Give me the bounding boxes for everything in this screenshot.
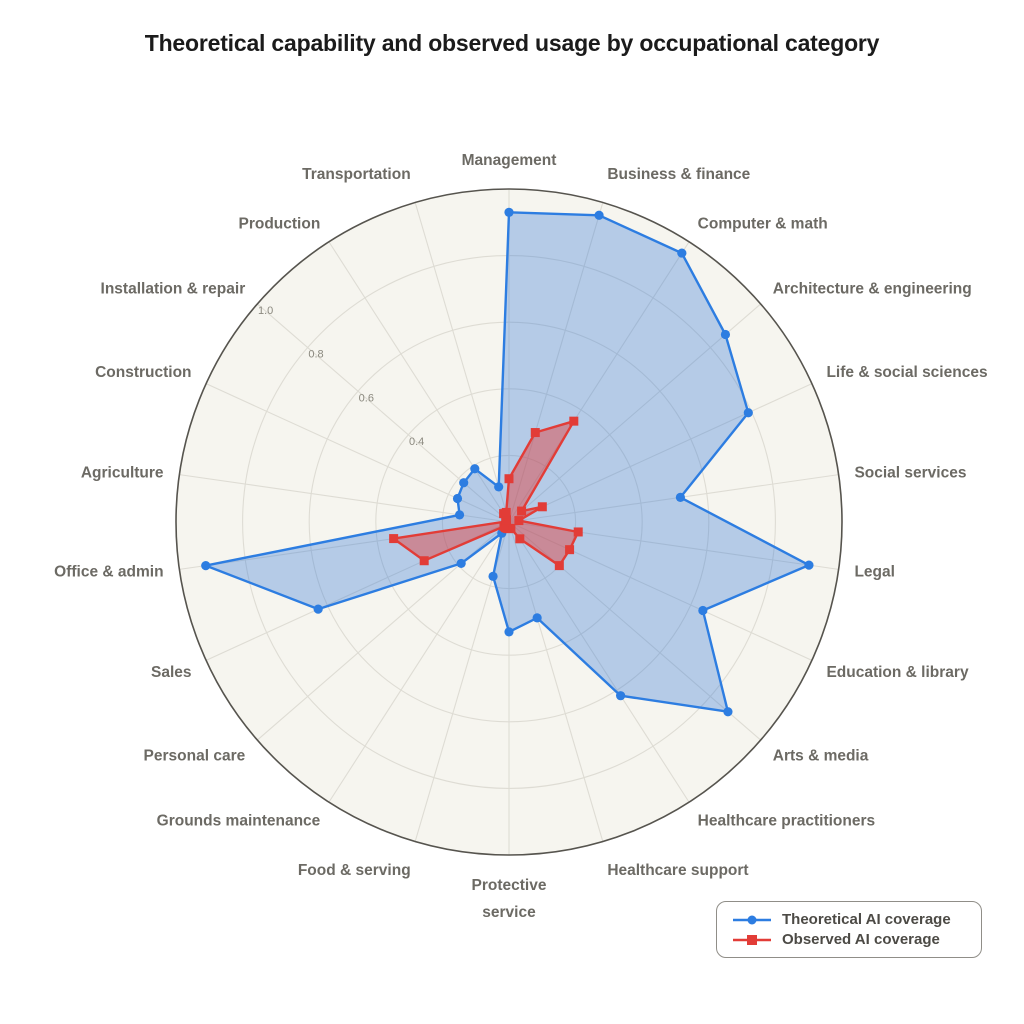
legend-label-observed: Observed AI coverage: [782, 931, 940, 948]
category-label-business-finance: Business & finance: [607, 166, 750, 183]
series-observed-polygon[interactable]: [389, 416, 583, 571]
category-label-sales: Sales: [151, 664, 192, 681]
radial-tick-0.4: 0.4: [409, 436, 424, 448]
series-observed-marker[interactable]: [554, 561, 564, 571]
series-observed-marker[interactable]: [499, 521, 509, 531]
legend-marker-square-icon: [733, 934, 771, 945]
series-theoretical-marker[interactable]: [454, 510, 465, 520]
series-observed-marker[interactable]: [565, 545, 575, 555]
series-theoretical-marker[interactable]: [677, 248, 687, 258]
category-label-legal: Legal: [854, 564, 894, 581]
series-theoretical-marker[interactable]: [201, 560, 211, 571]
series-observed-marker[interactable]: [530, 428, 540, 438]
category-label-computer-math: Computer & math: [698, 215, 828, 232]
series-theoretical-marker[interactable]: [698, 605, 708, 616]
series-observed-marker[interactable]: [514, 516, 524, 526]
series-theoretical-marker[interactable]: [452, 493, 463, 504]
legend-marker-circle-icon: [733, 915, 771, 924]
category-label-personal-care: Personal care: [144, 748, 246, 765]
category-label-life-social-sciences: Life & social sciences: [826, 364, 987, 381]
category-label-production: Production: [239, 215, 321, 232]
series-theoretical-marker[interactable]: [616, 691, 626, 701]
category-label-protective-service: Protective service: [472, 877, 547, 921]
category-label-healthcare-practitioners: Healthcare practitioners: [698, 813, 875, 830]
series-theoretical-marker[interactable]: [504, 627, 514, 637]
legend: Theoretical AI coverage Observed AI cove…: [716, 901, 982, 958]
series-observed-marker[interactable]: [517, 506, 527, 516]
series-observed-marker[interactable]: [501, 507, 511, 517]
category-label-agriculture: Agriculture: [81, 464, 164, 481]
series-observed-marker[interactable]: [515, 534, 525, 544]
series-theoretical-marker[interactable]: [720, 329, 731, 340]
series-observed-marker[interactable]: [504, 474, 514, 484]
category-label-healthcare-support: Healthcare support: [607, 862, 748, 879]
category-label-architecture-engineering: Architecture & engineering: [773, 280, 972, 297]
axis-spokes: [179, 189, 839, 855]
series-observed-marker[interactable]: [573, 527, 583, 537]
polar-outline: [175, 188, 843, 856]
series-theoretical-marker[interactable]: [459, 478, 469, 488]
series-theoretical-marker[interactable]: [470, 464, 480, 474]
category-label-office-admin: Office & admin: [54, 564, 163, 581]
series-theoretical-marker[interactable]: [723, 707, 733, 717]
series-theoretical-marker[interactable]: [313, 604, 323, 614]
category-label-education-library: Education & library: [826, 664, 968, 681]
series-theoretical-polygon[interactable]: [201, 207, 814, 717]
category-label-social-services: Social services: [854, 464, 966, 481]
series-observed-marker[interactable]: [389, 534, 399, 544]
category-label-arts-media: Arts & media: [773, 748, 869, 765]
series-theoretical-marker[interactable]: [456, 558, 466, 569]
category-labels: Management Business & finance Computer & m…: [54, 152, 987, 921]
series-theoretical-marker[interactable]: [532, 613, 542, 623]
series-observed-marker[interactable]: [419, 556, 429, 566]
category-label-management: Management: [462, 152, 557, 169]
series-observed-marker[interactable]: [569, 416, 579, 426]
chart-title: Theoretical capability and observed usag…: [144, 30, 880, 56]
legend-item-theoretical[interactable]: Theoretical AI coverage: [731, 911, 969, 928]
series-theoretical-marker[interactable]: [675, 492, 685, 502]
series-theoretical-marker[interactable]: [488, 571, 498, 581]
radial-tick-0.8: 0.8: [308, 349, 323, 361]
legend-item-observed[interactable]: Observed AI coverage: [731, 931, 969, 948]
series-theoretical-marker[interactable]: [504, 207, 514, 217]
series-observed-marker[interactable]: [501, 515, 511, 525]
category-label-transportation: Transportation: [302, 166, 411, 183]
series-observed-marker[interactable]: [537, 502, 547, 512]
category-label-food-serving: Food & serving: [298, 862, 411, 879]
radial-tick-labels: 0.4 0.6 0.8 1.0: [258, 305, 424, 448]
radial-tick-0.6: 0.6: [359, 392, 374, 404]
series-theoretical-marker[interactable]: [594, 210, 604, 220]
radial-tick-1.0: 1.0: [258, 305, 273, 317]
legend-label-theoretical: Theoretical AI coverage: [782, 911, 951, 928]
category-label-construction: Construction: [95, 364, 191, 381]
category-label-grounds-maintenance: Grounds maintenance: [157, 813, 321, 830]
series-theoretical-marker[interactable]: [804, 560, 814, 570]
series-theoretical-marker[interactable]: [494, 482, 504, 492]
series-theoretical-marker[interactable]: [743, 408, 753, 418]
category-label-installation-repair: Installation & repair: [101, 280, 246, 297]
